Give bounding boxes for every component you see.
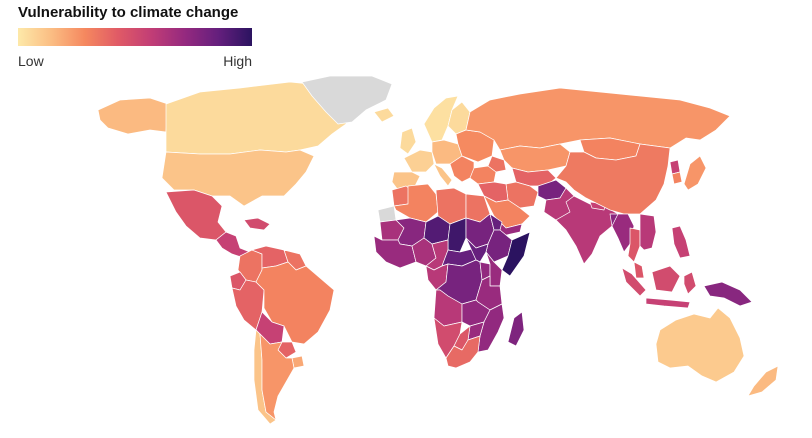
- map-legend: Vulnerability to climate change Low High: [18, 4, 254, 71]
- region-western-sahara: [377, 205, 397, 223]
- region-papua-new-guinea: [703, 281, 753, 307]
- region-madagascar: [507, 311, 525, 347]
- legend-low-label: Low: [18, 53, 44, 69]
- legend-color-scale: [18, 28, 252, 46]
- region-java: [645, 297, 691, 309]
- legend-high-label: High: [223, 53, 252, 69]
- region-caucasus: [487, 155, 507, 173]
- region-indochina: [639, 213, 657, 251]
- region-sulawesi: [683, 271, 697, 295]
- region-peru: [231, 279, 265, 331]
- region-italy: [433, 163, 453, 187]
- region-thailand: [627, 227, 641, 263]
- region-mexico: [165, 189, 227, 241]
- region-japan: [683, 155, 707, 191]
- region-sumatra: [621, 267, 647, 297]
- region-alaska: [97, 97, 169, 135]
- region-myanmar: [611, 213, 635, 253]
- region-china: [555, 143, 671, 215]
- region-australia: [655, 307, 745, 383]
- region-south-africa: [445, 335, 481, 369]
- region-philippines: [671, 225, 691, 259]
- region-malaysia: [633, 261, 645, 279]
- region-iceland: [373, 107, 395, 123]
- region-borneo: [651, 265, 681, 293]
- region-greenland: [301, 75, 393, 125]
- region-turkey: [469, 165, 497, 185]
- region-south-korea: [671, 171, 683, 185]
- region-united-kingdom: [399, 127, 417, 155]
- region-caribbean: [243, 217, 271, 231]
- region-north-korea: [669, 159, 681, 175]
- legend-title: Vulnerability to climate change: [18, 4, 239, 21]
- legend-labels: Low High: [18, 53, 252, 71]
- region-new-zealand: [747, 365, 779, 397]
- region-brazil: [255, 261, 335, 345]
- region-somalia: [501, 231, 531, 277]
- region-kazakhstan: [499, 143, 571, 173]
- region-argentina: [259, 333, 295, 421]
